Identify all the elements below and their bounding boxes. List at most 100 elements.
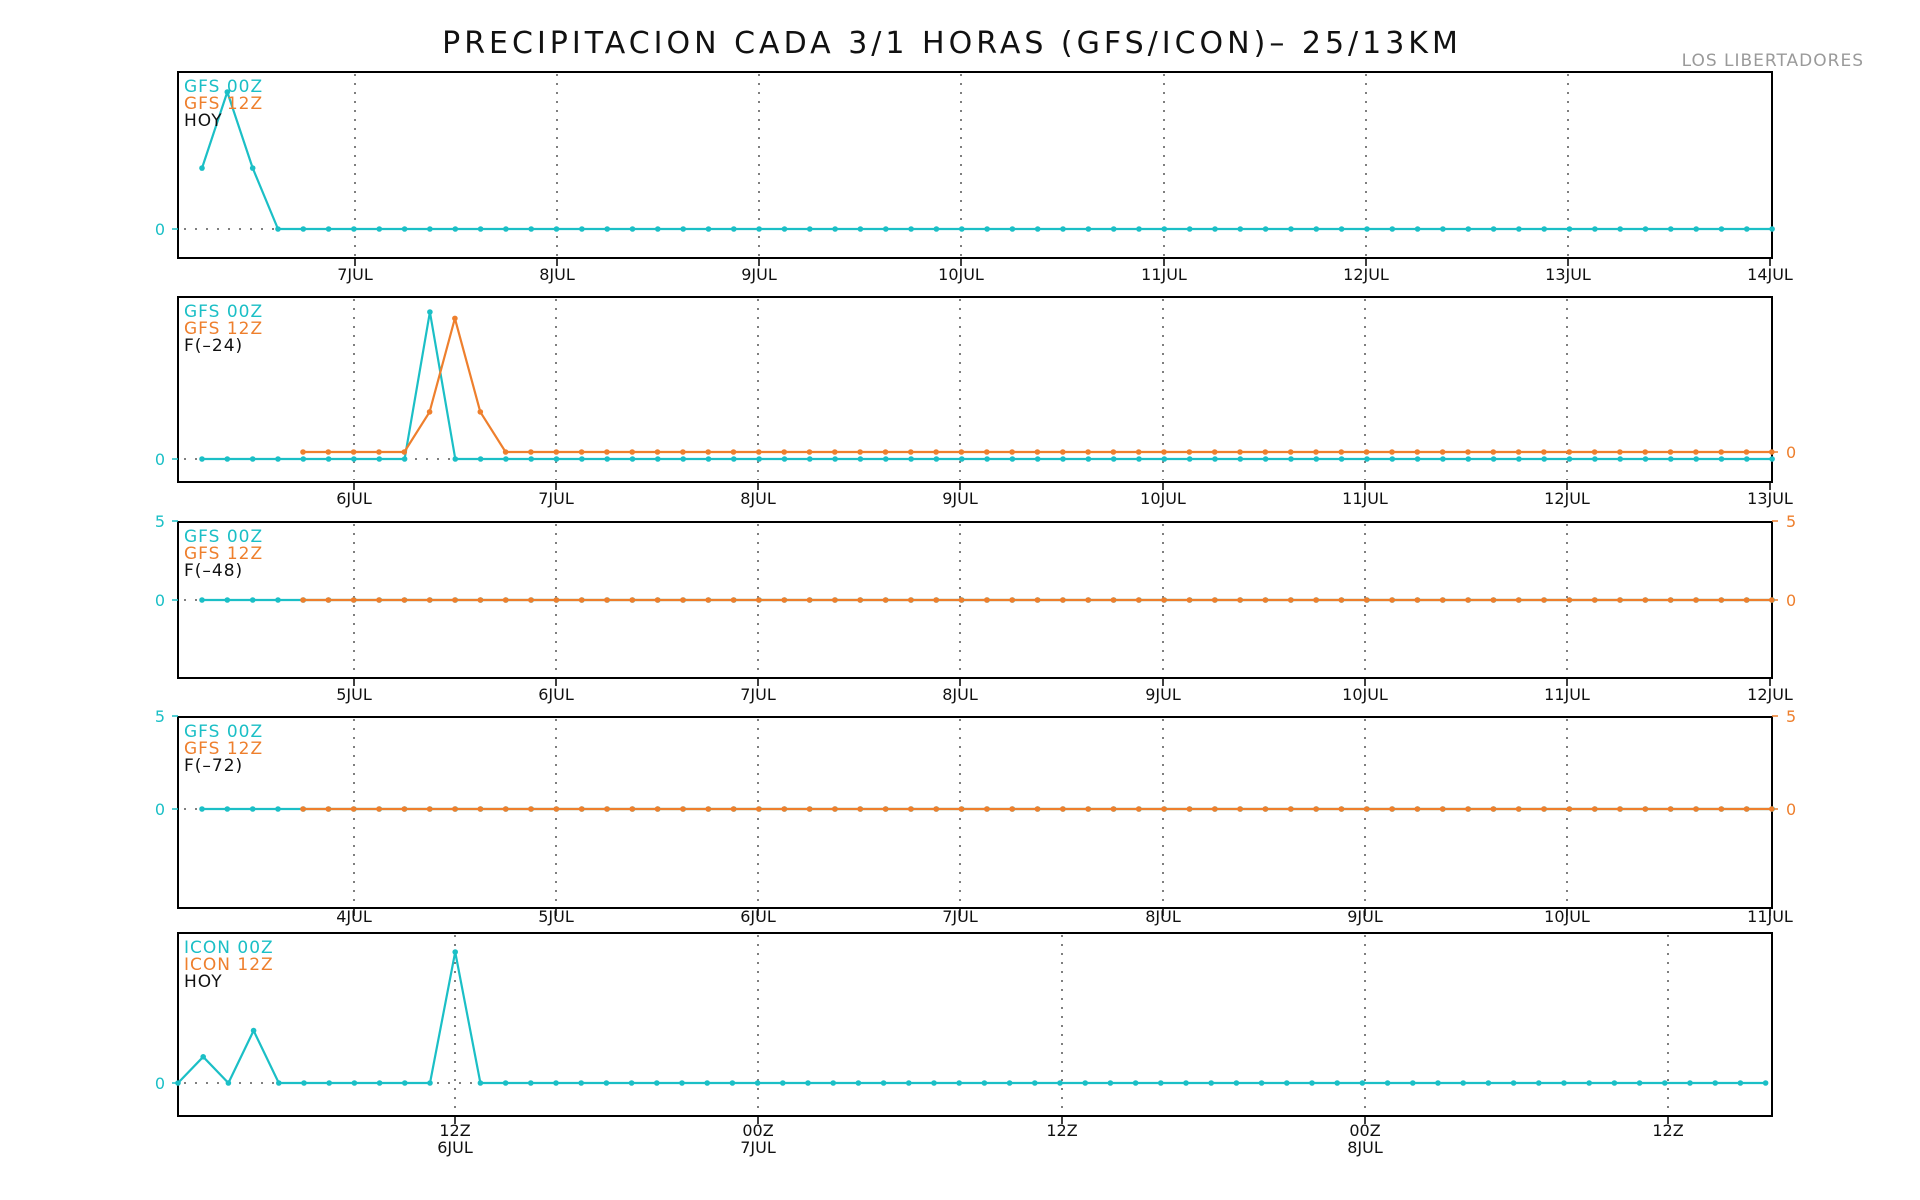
data-point	[1440, 456, 1446, 462]
data-point	[680, 806, 686, 812]
data-point	[654, 597, 661, 603]
data-point	[1338, 456, 1345, 462]
data-point	[528, 456, 534, 462]
data-point	[1186, 597, 1193, 603]
data-point	[756, 597, 762, 603]
data-point	[401, 226, 408, 232]
data-point	[275, 456, 281, 462]
x-tick-label: 8JUL	[1347, 1138, 1383, 1157]
data-point	[1085, 806, 1091, 812]
data-point	[1107, 1080, 1114, 1086]
data-point	[754, 1080, 761, 1086]
data-point	[1060, 597, 1066, 603]
data-point	[578, 806, 585, 812]
data-point	[1363, 449, 1370, 455]
data-point	[1414, 597, 1421, 603]
data-point	[1769, 597, 1775, 603]
data-point	[832, 456, 838, 462]
data-point	[401, 806, 408, 812]
data-point	[503, 226, 509, 232]
data-point	[1082, 1080, 1088, 1086]
x-tick-label: 00Z	[1349, 1121, 1380, 1140]
data-point	[1465, 597, 1471, 603]
data-point	[477, 1080, 484, 1086]
data-point	[427, 309, 433, 315]
data-point	[528, 597, 534, 603]
data-point	[224, 806, 231, 812]
data-point	[1338, 449, 1345, 455]
data-point	[1262, 597, 1269, 603]
data-point	[1410, 1080, 1416, 1086]
data-point	[756, 226, 762, 232]
y-tick-label-left: 0	[155, 591, 165, 610]
data-point	[1642, 597, 1648, 603]
x-tick-label: 6JUL	[538, 685, 574, 704]
data-point	[325, 449, 332, 455]
series-line	[177, 950, 1766, 1085]
legend-label: GFS 00Z	[184, 302, 263, 322]
data-point	[1642, 456, 1649, 462]
data-point	[1384, 1080, 1391, 1086]
data-point	[604, 597, 610, 603]
data-point	[1566, 226, 1573, 232]
data-point	[704, 1080, 710, 1086]
data-point	[1262, 456, 1269, 462]
data-point	[1161, 456, 1168, 462]
data-point	[275, 597, 281, 603]
data-point	[1510, 1080, 1517, 1086]
data-point	[984, 226, 990, 232]
legend-label: HOY	[184, 972, 223, 992]
data-point	[402, 1080, 408, 1086]
data-point	[199, 597, 205, 603]
data-point	[1389, 456, 1396, 462]
y-tick-label-right: 5	[1786, 707, 1796, 726]
data-point	[1034, 597, 1041, 603]
data-point	[1009, 597, 1015, 603]
data-point	[1085, 456, 1092, 462]
data-point	[857, 597, 863, 603]
data-point	[1334, 1080, 1340, 1086]
data-point	[1667, 806, 1674, 812]
data-point	[1237, 597, 1243, 603]
data-point	[629, 456, 636, 462]
y-tick-label-right: 0	[1786, 443, 1796, 462]
x-tick-label: 7JUL	[740, 1138, 776, 1157]
data-point	[427, 226, 433, 232]
data-point	[780, 1080, 786, 1086]
data-point	[781, 456, 788, 462]
data-point	[908, 597, 914, 603]
data-point	[1359, 1080, 1366, 1086]
data-point	[1516, 226, 1522, 232]
data-point	[1313, 597, 1319, 603]
data-point	[503, 456, 509, 462]
x-tick-label: 00Z	[742, 1121, 773, 1140]
data-point	[857, 226, 864, 232]
data-point	[1364, 456, 1370, 462]
data-point	[249, 165, 256, 171]
data-point	[1718, 806, 1724, 812]
data-point	[908, 806, 914, 812]
data-point	[200, 1054, 206, 1060]
data-point	[1085, 226, 1092, 232]
data-point	[807, 226, 813, 232]
data-point	[224, 456, 231, 462]
data-point	[1541, 806, 1547, 812]
data-point	[1158, 1080, 1164, 1086]
data-point	[1183, 1080, 1189, 1086]
data-point	[1617, 456, 1623, 462]
data-point	[1592, 456, 1598, 462]
data-point	[1389, 226, 1396, 232]
legend-label: GFS 12Z	[184, 319, 263, 339]
data-point	[351, 456, 357, 462]
data-point	[908, 449, 914, 455]
data-point	[1541, 597, 1547, 603]
data-point	[1338, 597, 1345, 603]
data-point	[880, 1080, 887, 1086]
data-point	[1414, 226, 1421, 232]
data-point	[958, 597, 965, 603]
data-point	[426, 597, 433, 603]
data-point	[300, 456, 307, 462]
data-point	[1060, 456, 1066, 462]
data-point	[1642, 449, 1648, 455]
data-point	[654, 806, 661, 812]
